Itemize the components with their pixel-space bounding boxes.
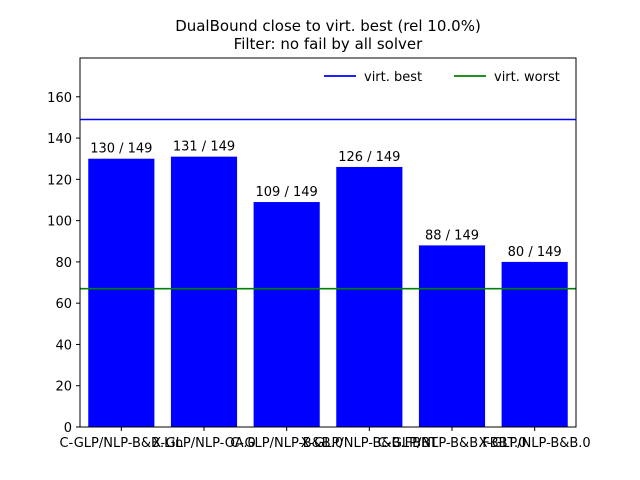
y-tick-label: 140 [47, 132, 72, 147]
chart-title: DualBound close to virt. best (rel 10.0%… [175, 17, 481, 35]
bar [253, 202, 320, 427]
y-tick-label: 40 [55, 338, 72, 353]
bar-value-label: 130 / 149 [90, 142, 152, 157]
x-tick-label: X-GLP/NLP-B&B.0 [479, 436, 591, 451]
bar-value-label: 88 / 149 [425, 228, 479, 243]
bar [501, 261, 568, 427]
legend-label: virt. worst [494, 70, 560, 85]
plot-area: 130 / 149 C-GLP/NLP-B&B.Lin 131 / 149 X-GLP… [47, 57, 591, 451]
bar [336, 166, 403, 428]
y-tick-label: 160 [47, 91, 72, 106]
bar-value-label: 109 / 149 [256, 185, 318, 200]
bar-value-label: 80 / 149 [508, 245, 562, 260]
x-tick-label: X-GLP/NLP-OA.0 [152, 436, 256, 451]
y-tick-label: 80 [55, 256, 72, 271]
bar-value-label: 131 / 149 [173, 140, 235, 155]
bar-value-label: 126 / 149 [338, 150, 400, 165]
bar [170, 156, 238, 427]
bar [88, 158, 155, 427]
x-tick-label: C-GLP/NLP-B&B.Lin [59, 436, 183, 451]
plot-frame [79, 57, 577, 428]
y-tick-label: 20 [55, 380, 72, 395]
chart-subtitle: Filter: no fail by all solver [234, 35, 423, 53]
legend-label: virt. best [364, 70, 422, 85]
y-tick-label: 0 [64, 421, 72, 436]
x-tick-label: C-GLP/NLP-B&B.FBBT.0 [378, 436, 527, 451]
y-tick-label: 60 [55, 297, 72, 312]
bar [418, 245, 486, 427]
x-tick-label: X-GLP/NLP-B&B.FBBT [301, 436, 438, 451]
y-tick-label: 100 [47, 215, 72, 230]
x-tick-label: C-GLP/NLP-B&B.0 [230, 436, 343, 451]
y-tick-label: 120 [47, 173, 72, 188]
